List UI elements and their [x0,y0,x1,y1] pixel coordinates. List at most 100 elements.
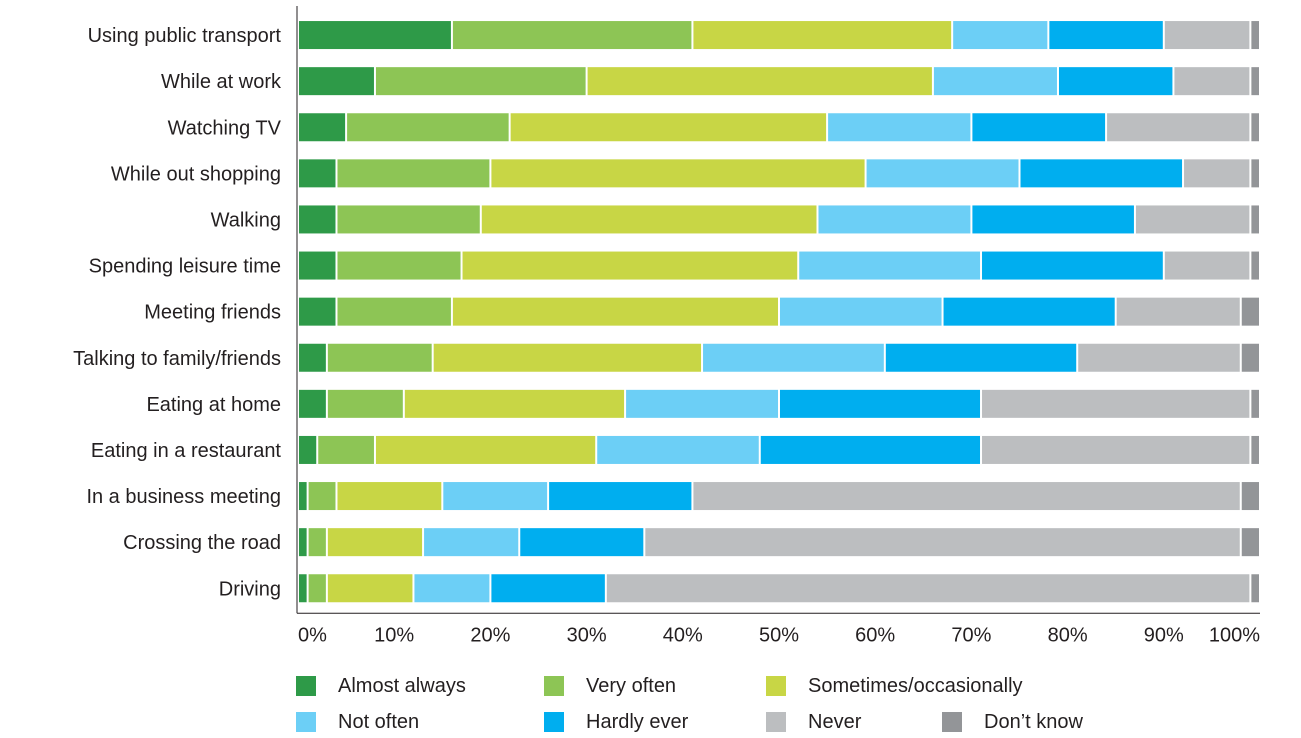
category-label: Using public transport [88,25,282,47]
bar-segment-sometimes-occasionally [462,251,798,280]
bar-segment-very-often [375,67,586,96]
bar-segment-very-often [318,435,374,464]
bar-segment-hardly-ever [491,574,605,603]
bar-segment-very-often [337,251,461,280]
bar-segment-hardly-ever [982,251,1163,280]
bar-segment-almost-always [299,205,336,234]
category-label: Meeting friends [144,302,281,324]
legend-item-never: Never [766,708,861,736]
bar-segment-sometimes-occasionally [510,113,827,142]
bar-segment-almost-always [299,389,326,418]
bar-segment-very-often [308,482,336,511]
bar-segment-not-often [818,205,971,234]
bar-segment-don-t-know [1251,205,1259,234]
bar-segment-don-t-know [1251,159,1259,188]
category-label: Watching TV [168,117,282,139]
bar-segment-don-t-know [1251,435,1259,464]
x-tick-label: 20% [470,624,510,646]
bar-segment-never [1164,251,1250,280]
bar-segment-almost-always [299,574,307,603]
x-tick-label: 0% [298,624,327,646]
bar-segment-very-often [337,205,480,234]
bar-segment-not-often [424,528,519,557]
bar-segment-not-often [828,113,971,142]
legend-swatch [296,712,316,732]
bar-segment-hardly-ever [520,528,644,557]
bar-segment-almost-always [299,67,374,96]
bar-segment-hardly-ever [549,482,692,511]
bar-segment-sometimes-occasionally [375,435,596,464]
category-label: While out shopping [111,163,281,185]
bar-segment-hardly-ever [943,297,1115,326]
bar-segment-almost-always [299,113,346,142]
bar-segment-never [606,574,1250,603]
bar-segment-not-often [933,67,1057,96]
bar-segment-not-often [597,435,759,464]
x-tick-label: 100% [1209,624,1260,646]
legend: Almost always Very often Sometimes/occas… [296,672,1286,736]
bar-segment-not-often [780,297,942,326]
bars-group [299,21,1259,603]
bar-segment-almost-always [299,482,307,511]
category-labels: Using public transport While at work Watch… [73,25,282,600]
bar-segment-hardly-ever [760,435,981,464]
legend-label: Never [808,710,862,733]
bar-segment-hardly-ever [1058,67,1173,96]
bar-segment-almost-always [299,159,336,188]
x-tick-label: 90% [1144,624,1184,646]
bar-segment-not-often [414,574,490,603]
bar-segment-don-t-know [1251,389,1259,418]
bar-segment-almost-always [299,435,317,464]
category-label: Eating in a restaurant [91,440,282,462]
category-label: Talking to family/friends [73,348,281,370]
legend-swatch [544,712,564,732]
x-tick-label: 30% [567,624,607,646]
legend-label: Don’t know [984,710,1083,733]
bar-segment-sometimes-occasionally [327,574,413,603]
legend-item-very-often: Very often [544,672,676,700]
bar-segment-sometimes-occasionally [452,297,778,326]
bar-segment-never [693,482,1240,511]
bar-segment-almost-always [299,528,307,557]
bar-segment-never [982,435,1250,464]
legend-label: Very often [586,674,677,697]
bar-segment-not-often [626,389,778,418]
bar-segment-very-often [337,159,490,188]
bar-segment-never [1184,159,1250,188]
legend-swatch [544,676,564,696]
bar-segment-not-often [443,482,548,511]
bar-segment-almost-always [299,297,336,326]
legend-item-hardly-ever: Hardly ever [544,708,688,736]
bar-segment-very-often [347,113,509,142]
legend-item-not-often: Not often [296,708,419,736]
bar-segment-don-t-know [1251,251,1259,280]
bar-segment-hardly-ever [1049,21,1163,50]
bar-segment-very-often [327,389,403,418]
stacked-bar-chart: Using public transport While at work Watch… [73,6,1260,646]
x-tick-label: 40% [663,624,703,646]
legend-label: Almost always [338,674,466,697]
bar-segment-don-t-know [1251,67,1259,96]
bar-segment-don-t-know [1251,21,1259,50]
category-label: Eating at home [146,394,281,416]
bar-segment-sometimes-occasionally [693,21,952,50]
x-tick-label: 60% [855,624,895,646]
x-tick-label: 80% [1048,624,1088,646]
bar-segment-very-often [308,574,326,603]
bar-segment-never [1078,343,1240,372]
bar-segment-hardly-ever [885,343,1077,372]
legend-swatch [296,676,316,696]
category-label: Spending leisure time [89,256,281,278]
x-tick-label: 50% [759,624,799,646]
category-label: Driving [219,578,281,600]
bar-segment-sometimes-occasionally [327,528,423,557]
legend-swatch [942,712,962,732]
bar-segment-very-often [337,297,451,326]
bar-segment-sometimes-occasionally [337,482,442,511]
bar-segment-almost-always [299,251,336,280]
bar-segment-almost-always [299,343,326,372]
bar-segment-very-often [327,343,432,372]
legend-item-dont-know: Don’t know [942,708,1083,736]
legend-item-almost-always: Almost always [296,672,466,700]
bar-segment-don-t-know [1241,297,1259,326]
